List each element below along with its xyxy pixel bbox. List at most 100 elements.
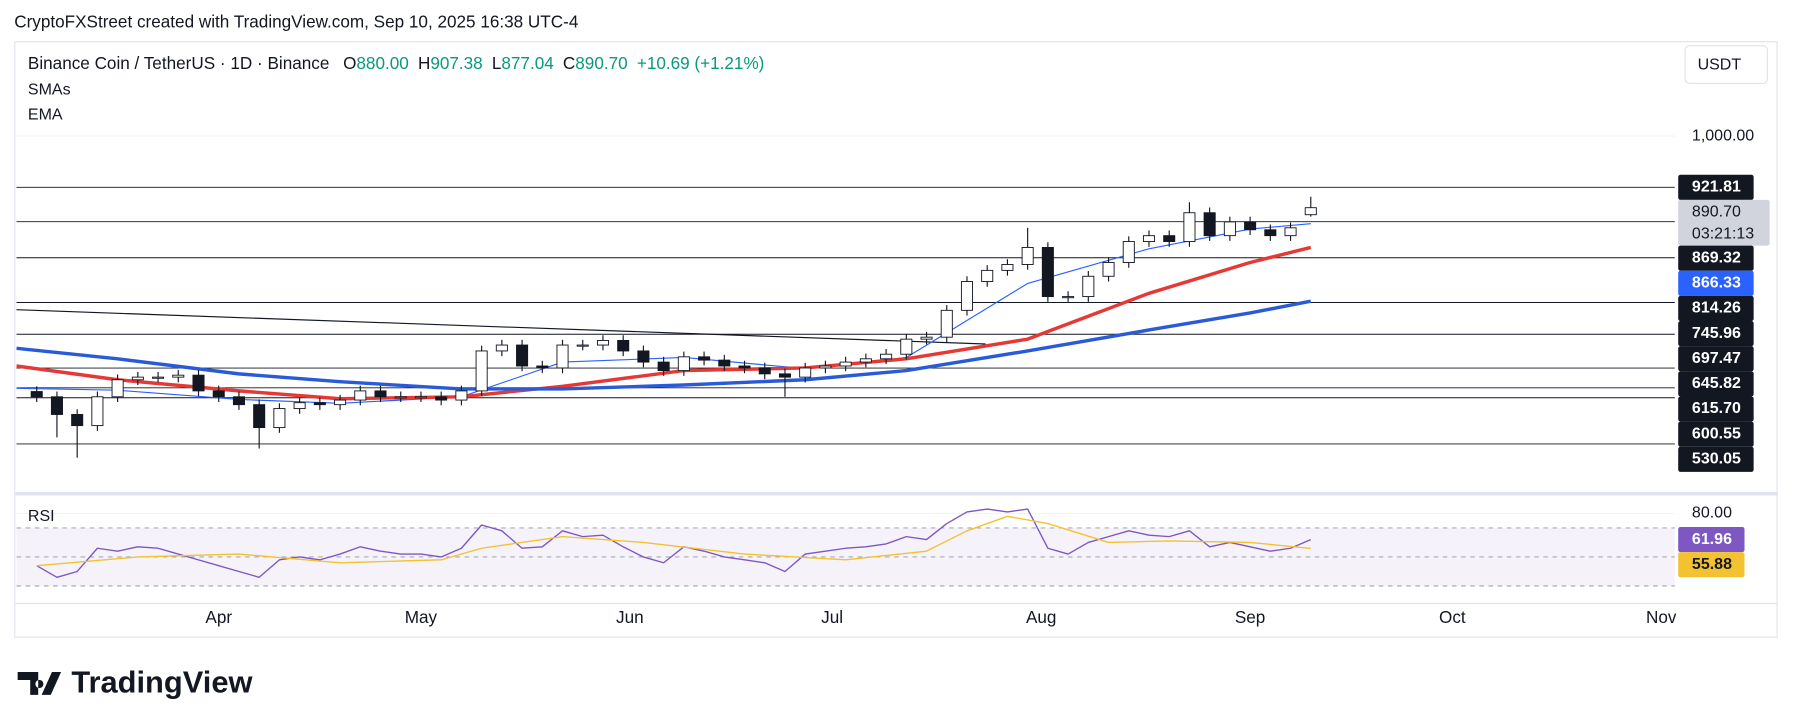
price-badge — [1678, 270, 1754, 296]
candle-body — [637, 350, 650, 363]
countdown: 03:21:13 — [1692, 225, 1754, 242]
rsi-badge-label: 55.88 — [1692, 556, 1732, 573]
candle-body — [30, 391, 43, 398]
quote-key: H — [418, 53, 430, 73]
price-badge-label: 866.33 — [1692, 275, 1741, 292]
x-tick-label: Nov — [1646, 607, 1677, 627]
candle-body — [839, 361, 852, 367]
candle-body — [1203, 212, 1216, 237]
price-badge-label: 697.47 — [1692, 350, 1741, 367]
candle-body — [1244, 221, 1257, 231]
candle-body — [354, 390, 367, 401]
currency[interactable]: USDT — [1698, 56, 1742, 73]
price-badge — [1678, 396, 1754, 422]
series-line — [16, 223, 1311, 404]
y-tick-label: 80.00 — [1692, 505, 1732, 522]
candle-body — [536, 365, 549, 369]
candle-body — [1122, 241, 1135, 263]
candle-body — [596, 340, 609, 346]
price-badge-label: 615.70 — [1692, 400, 1741, 417]
quote-key: L — [492, 53, 502, 73]
logo: TradingView — [17, 665, 253, 700]
price-badge-label: 645.82 — [1692, 375, 1741, 392]
price-badge — [1678, 371, 1754, 397]
candle-body — [1304, 207, 1317, 216]
candle-body — [1082, 275, 1095, 298]
candle-body — [435, 396, 448, 401]
price-badge — [1678, 321, 1754, 347]
candle-body — [657, 361, 670, 372]
candle-body — [677, 356, 690, 372]
trend-line — [16, 309, 986, 345]
candle-body — [50, 396, 63, 415]
candle-body — [192, 374, 205, 392]
candle-body — [819, 365, 832, 369]
last-price: 890.70 — [1692, 204, 1741, 221]
candle-body — [455, 390, 468, 401]
candle-body — [313, 402, 326, 406]
indicator-label: SMAs — [28, 82, 71, 99]
price-badge — [1678, 346, 1754, 372]
candle-body — [900, 338, 913, 355]
candle-body — [111, 379, 124, 398]
price-badge-label: 921.81 — [1692, 179, 1741, 196]
candle-body — [374, 390, 387, 398]
price-badge — [1678, 174, 1754, 200]
series-line — [36, 515, 1311, 567]
quote-value: 877.04 — [501, 53, 554, 73]
candle-body — [758, 367, 771, 375]
candle-body — [556, 344, 569, 369]
x-tick-label: Jun — [616, 607, 644, 627]
x-tick-label: Oct — [1439, 607, 1466, 627]
quote-value: 890.70 — [575, 53, 627, 73]
candle-body — [960, 281, 973, 311]
chart-frame — [14, 41, 1778, 638]
candle-body — [334, 399, 347, 406]
candle-body — [516, 344, 529, 367]
candle-body — [475, 350, 488, 392]
price-badge — [1678, 421, 1754, 447]
candle-body — [940, 309, 953, 338]
candle-body — [273, 408, 286, 429]
candle-body — [617, 340, 630, 352]
attribution: CryptoFXStreet created with TradingView.… — [14, 11, 579, 31]
candle-body — [131, 376, 144, 381]
candle-body — [1284, 227, 1297, 237]
price-badge-label: 745.96 — [1692, 325, 1741, 342]
price-badge-label: 814.26 — [1692, 300, 1741, 317]
candle-body — [859, 358, 872, 363]
quote-value: 880.00 — [356, 53, 408, 73]
candle-body — [1021, 246, 1034, 265]
candle-body — [698, 356, 711, 361]
candle-body — [738, 365, 751, 369]
x-tick-label: Sep — [1235, 607, 1265, 627]
rsi-badge-label: 61.96 — [1692, 531, 1732, 548]
candle-body — [920, 336, 933, 340]
currency-button[interactable] — [1684, 45, 1768, 84]
logo-text: TradingView — [71, 665, 253, 700]
candle-body — [394, 396, 407, 399]
price-badge — [1678, 245, 1754, 271]
candle-body — [1102, 262, 1115, 277]
candle-body — [718, 359, 731, 367]
candle-body — [1264, 229, 1277, 237]
candle-body — [293, 402, 306, 410]
candle-body — [880, 353, 893, 360]
logo-mark — [17, 672, 62, 695]
price-badge — [1678, 295, 1754, 322]
plot-area — [16, 135, 1675, 587]
candle-body — [1142, 235, 1156, 243]
price-badge — [1678, 446, 1754, 472]
price-badge-label: 600.55 — [1692, 425, 1741, 442]
x-tick-label: May — [405, 607, 438, 627]
symbol: Binance Coin / TetherUS · 1D · Binance — [28, 53, 329, 73]
candle-body — [778, 373, 791, 378]
price-badge-label: 869.32 — [1692, 249, 1741, 266]
candle-body — [172, 374, 185, 378]
change: +10.69 (+1.21%) — [637, 53, 765, 73]
candle-body — [495, 344, 508, 352]
x-tick-label: Jul — [821, 607, 843, 627]
candle-body — [71, 414, 84, 427]
